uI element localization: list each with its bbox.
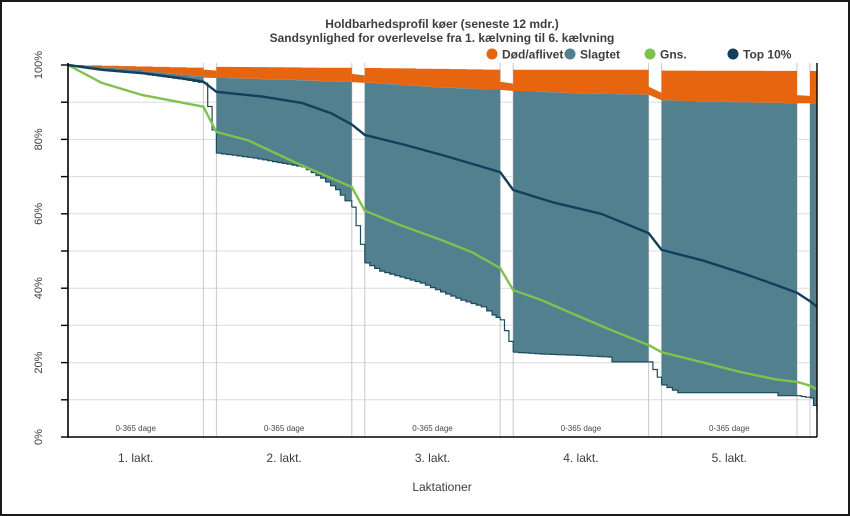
area-dead-panel-1 xyxy=(68,65,204,78)
day-range-label: 0-365 dage xyxy=(561,424,602,433)
dead-band-connector xyxy=(500,81,514,91)
dead-band-connector xyxy=(797,95,810,104)
legend-item-top10: Top 10% xyxy=(727,48,792,62)
area-slaughtered-panel-6 xyxy=(810,103,817,413)
y-tick-label: 60% xyxy=(33,203,45,225)
legend-label-avg: Gns. xyxy=(660,48,687,62)
day-range-label: 0-365 dage xyxy=(115,424,156,433)
area-dead-panel-3 xyxy=(364,68,501,90)
x-axis-title: Laktationer xyxy=(412,480,471,494)
x-tick-label: 1. lakt. xyxy=(118,451,153,465)
legend-label-slaughtered: Slagtet xyxy=(580,48,620,62)
area-dead-panel-4 xyxy=(513,69,649,95)
dead-band-connector xyxy=(351,73,365,83)
y-tick-label: 80% xyxy=(33,128,45,150)
area-dead-panel-5 xyxy=(661,70,797,104)
herd-survival-connector xyxy=(797,395,811,398)
herd-survival-line-panel-3 xyxy=(364,262,501,320)
x-tick-label: 3. lakt. xyxy=(415,451,450,465)
day-range-label: 0-365 dage xyxy=(264,424,305,433)
area-dead-panel-6 xyxy=(810,71,817,105)
legend-label-dead: Død/aflivet xyxy=(502,48,563,62)
legend-item-dead: Død/aflivet xyxy=(486,48,563,62)
legend-label-top10: Top 10% xyxy=(743,48,792,62)
top10-line xyxy=(67,63,818,308)
x-tick-label: 5. lakt. xyxy=(712,451,747,465)
herd-survival-line-panel-5 xyxy=(661,384,797,397)
legend-dot-dead xyxy=(486,48,498,60)
legend-item-slaughtered: Slagtet xyxy=(564,48,620,62)
herd-survival-line-panel-2 xyxy=(216,152,353,208)
herd-survival-connector xyxy=(500,319,514,353)
avg-line xyxy=(67,63,818,391)
herd-survival-connector xyxy=(351,206,366,263)
x-tick-label: 4. lakt. xyxy=(563,451,598,465)
y-tick-label: 40% xyxy=(33,277,45,299)
dead-band-connector xyxy=(648,86,662,101)
area-slaughtered-panel-5 xyxy=(661,100,797,396)
legend-dot-slaughtered xyxy=(564,48,576,60)
plot-area: 0% 20% 40% 60% 80% 100% 1. lakt. 0-365 dage 2. l… xyxy=(33,51,818,465)
legend-item-avg: Gns. xyxy=(644,48,687,62)
legend-dot-top10 xyxy=(727,48,739,60)
day-range-label: 0-365 dage xyxy=(709,424,750,433)
legend-dot-avg xyxy=(644,48,656,60)
y-tick-label: 100% xyxy=(33,51,45,79)
y-tick-label: 20% xyxy=(33,351,45,373)
day-range-label: 0-365 dage xyxy=(412,424,453,433)
y-tick-label: 0% xyxy=(33,429,45,445)
chart-title: Holdbarhedsprofil køer (seneste 12 mdr.) xyxy=(325,17,558,31)
dead-band-connector xyxy=(203,69,217,78)
area-slaughtered-panel-4 xyxy=(513,91,649,362)
x-tick-label: 2. lakt. xyxy=(266,451,301,465)
legend: Død/aflivet Slagtet Gns. Top 10% xyxy=(486,48,792,62)
chart-subtitle: Sandsynlighed for overlevelse fra 1. kæl… xyxy=(270,31,615,45)
area-dead-panel-2 xyxy=(216,66,352,83)
herd-survival-line-panel-4 xyxy=(513,351,649,363)
herd-survival-connector xyxy=(648,361,663,385)
